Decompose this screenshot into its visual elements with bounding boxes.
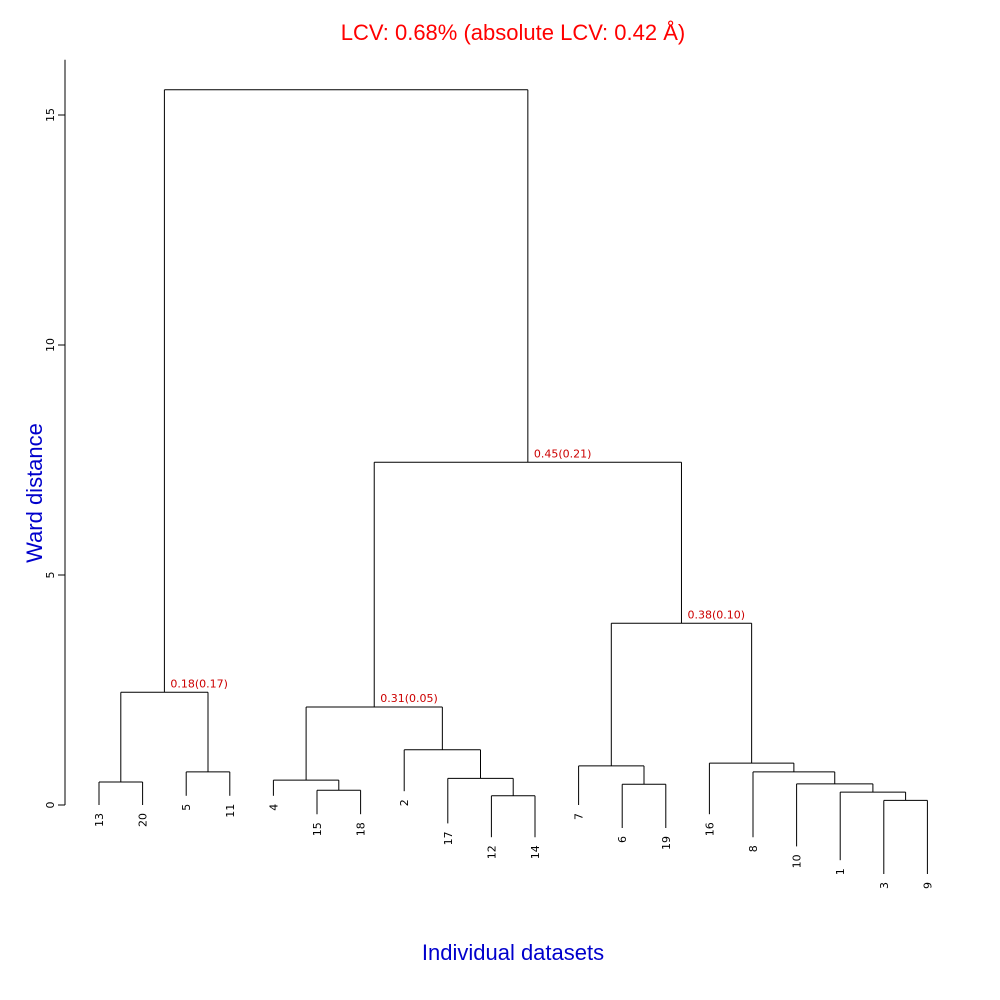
leaf-label: 18 bbox=[355, 822, 368, 836]
leaf-label: 9 bbox=[921, 882, 934, 889]
node-label: 0.45(0.21) bbox=[534, 447, 592, 460]
leaf-label: 4 bbox=[267, 804, 280, 811]
y-tick-label: 10 bbox=[44, 338, 57, 352]
leaf-label: 13 bbox=[93, 813, 106, 827]
leaf-label: 16 bbox=[703, 822, 716, 836]
y-tick-label: 0 bbox=[44, 802, 57, 809]
leaf-label: 19 bbox=[660, 836, 673, 850]
node-label: 0.38(0.10) bbox=[687, 608, 745, 621]
leaf-label: 3 bbox=[878, 882, 891, 889]
leaf-label: 5 bbox=[180, 804, 193, 811]
chart-title: LCV: 0.68% (absolute LCV: 0.42 Å) bbox=[341, 20, 685, 45]
leaf-label: 12 bbox=[485, 845, 498, 859]
leaf-label: 1 bbox=[834, 868, 847, 875]
leaf-label: 11 bbox=[224, 804, 237, 818]
y-axis-label: Ward distance bbox=[22, 423, 47, 563]
dendrogram-branches bbox=[98, 89, 928, 874]
leaf-label: 2 bbox=[398, 799, 411, 806]
leaf-label: 14 bbox=[529, 845, 542, 859]
y-tick-label: 5 bbox=[44, 572, 57, 579]
leaf-label: 10 bbox=[791, 854, 804, 868]
y-axis: 0 5 10 15 bbox=[44, 59, 66, 809]
leaf-label: 8 bbox=[747, 845, 760, 852]
leaf-label: 15 bbox=[311, 822, 324, 836]
node-label: 0.31(0.05) bbox=[380, 692, 438, 705]
leaf-label: 20 bbox=[137, 813, 150, 827]
x-axis-label: Individual datasets bbox=[422, 940, 604, 965]
leaf-label: 6 bbox=[616, 836, 629, 843]
node-label: 0.18(0.17) bbox=[170, 677, 228, 690]
leaf-label: 7 bbox=[573, 813, 586, 820]
node-labels: 0.18(0.17) 0.31(0.05) 0.38(0.10) 0.45(0.21) bbox=[170, 447, 745, 705]
y-tick-label: 15 bbox=[44, 108, 57, 122]
leaf-label: 17 bbox=[442, 831, 455, 845]
